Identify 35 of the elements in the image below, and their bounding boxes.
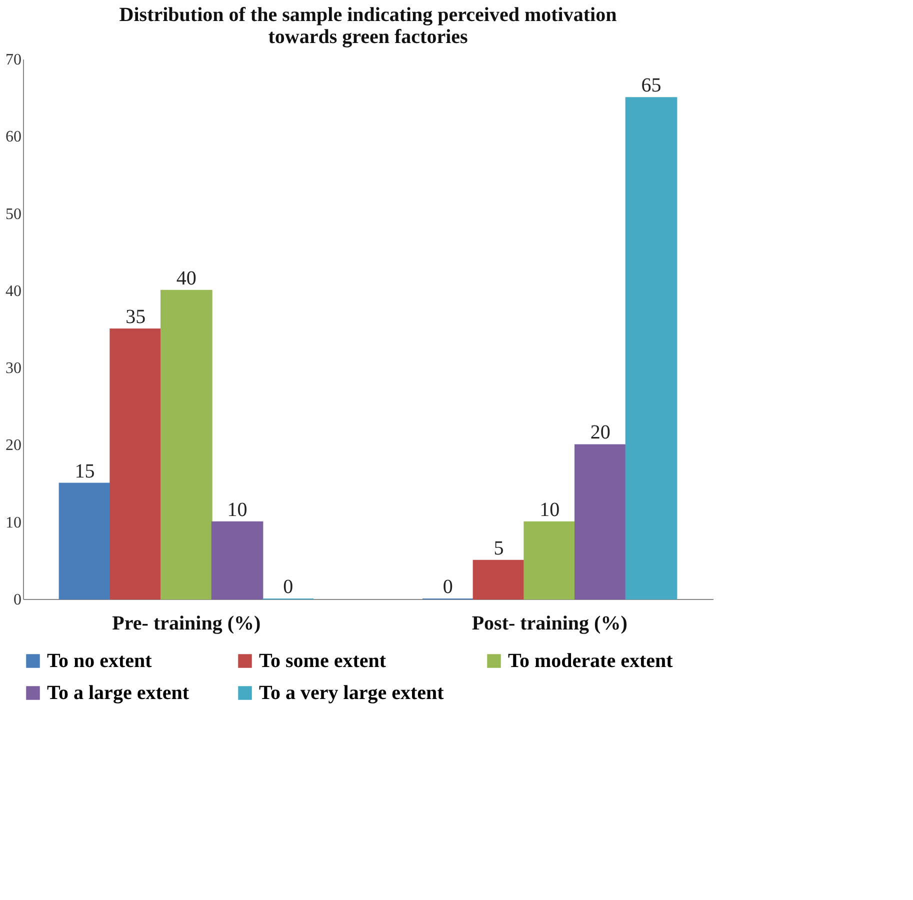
bar: [574, 444, 626, 600]
y-tick-label: 30: [6, 360, 22, 378]
bar: [524, 521, 576, 600]
y-tick-label: 10: [6, 514, 22, 532]
data-label: 0: [283, 576, 294, 598]
bar: [58, 482, 111, 600]
x-tick-label: Post- training (%): [472, 612, 628, 634]
data-label: 10: [227, 498, 248, 521]
bar: [160, 290, 212, 600]
y-tick-label: 60: [6, 128, 22, 146]
data-label: 10: [540, 498, 560, 521]
bar: [211, 521, 264, 600]
y-tick-label: 70: [6, 52, 22, 68]
y-tick-label: 20: [6, 437, 22, 454]
y-tick-label: 40: [6, 282, 22, 300]
text: towards green factories: [268, 26, 468, 48]
data-label: 5: [494, 537, 504, 560]
bar: [625, 97, 678, 600]
data-label: 65: [641, 74, 662, 97]
legend-label: To no extent: [47, 650, 152, 672]
data-label: 20: [590, 422, 610, 444]
data-label: 0: [442, 576, 453, 598]
bar: [110, 328, 162, 600]
x-tick-label: Pre- training (%): [112, 612, 261, 634]
legend-label: To some extent: [259, 650, 386, 672]
text: Distribution of the sample indicating perceived motivation: [119, 4, 617, 26]
data-label: 15: [74, 460, 95, 482]
legend-label: To a large extent: [47, 682, 190, 704]
data-label: 35: [126, 306, 146, 328]
legend-label: To a very large extent: [259, 682, 444, 704]
bar: [472, 560, 525, 600]
y-tick-label: 0: [14, 592, 22, 608]
data-label: 40: [176, 267, 196, 290]
legend-label: To moderate extent: [508, 650, 674, 672]
y-tick-label: 50: [6, 206, 22, 223]
